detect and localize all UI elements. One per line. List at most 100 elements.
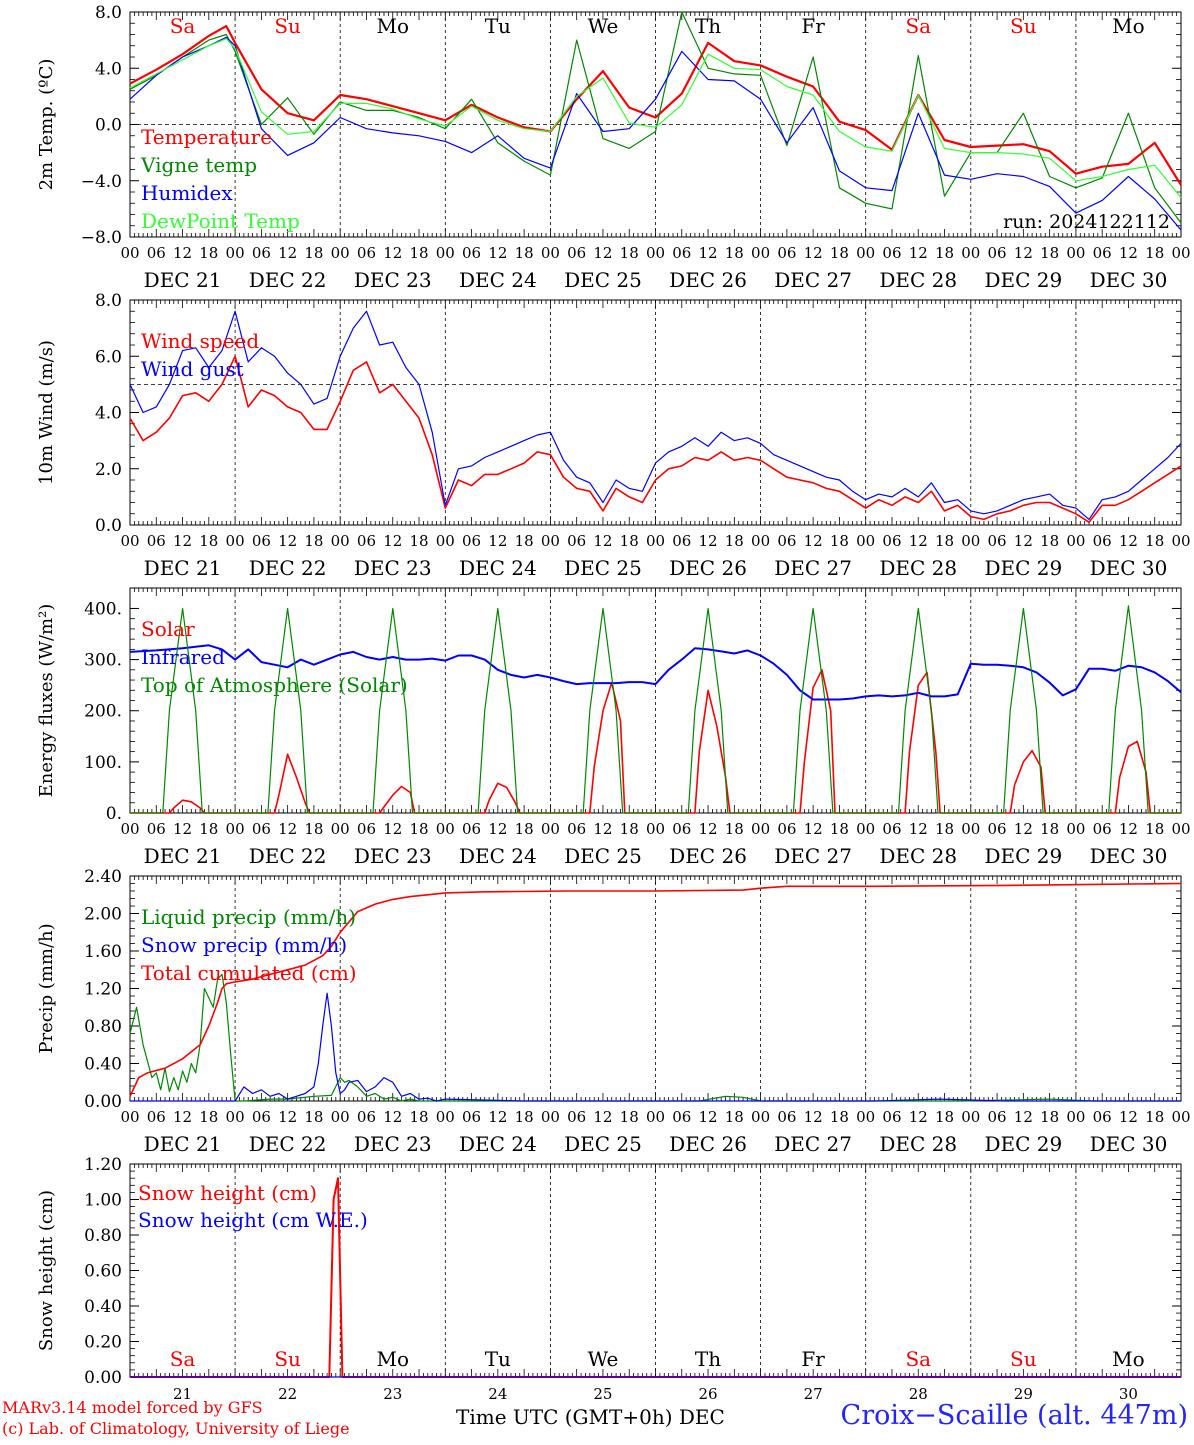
hour-label: 12 [804, 1108, 823, 1126]
y-tick-label: 2.00 [84, 905, 122, 925]
hour-label: 12 [1014, 1108, 1033, 1126]
hour-label: 06 [567, 820, 586, 838]
y-tick-label: 1.20 [84, 980, 122, 1000]
date-label: DEC 28 [879, 1132, 957, 1156]
hour-label: 00 [1171, 820, 1190, 838]
y-tick-label: 0.00 [84, 1368, 122, 1388]
hour-label: 06 [988, 1108, 1007, 1126]
hour-label: 00 [226, 532, 245, 550]
hour-label: 06 [357, 244, 376, 262]
hour-label: 18 [409, 244, 428, 262]
weekday-label: Mo [376, 14, 409, 38]
series-line [129, 36, 1182, 231]
hour-label: 18 [725, 532, 744, 550]
hour-label: 12 [909, 532, 928, 550]
weekday-label: Su [274, 14, 301, 38]
hour-label: 06 [777, 244, 796, 262]
weekday-label: Mo [1112, 14, 1145, 38]
hour-label: 00 [751, 1108, 770, 1126]
hour-label: 18 [830, 1108, 849, 1126]
legend-entry: Total cumulated (cm) [141, 961, 357, 985]
hour-label: 00 [541, 244, 560, 262]
series-line [129, 355, 1182, 524]
hour-label: 18 [1040, 244, 1059, 262]
hour-label: 00 [1066, 1108, 1085, 1126]
weekday-label: We [588, 1347, 619, 1371]
hour-label: 00 [436, 244, 455, 262]
date-label: DEC 27 [774, 556, 852, 580]
hour-label: 12 [804, 532, 823, 550]
date-label: DEC 24 [459, 1132, 537, 1156]
date-label: DEC 25 [564, 844, 642, 868]
hour-label: 18 [1040, 820, 1059, 838]
y-tick-label: 1.20 [84, 1155, 122, 1175]
hour-label: 18 [1145, 820, 1164, 838]
weekday-label: Sa [170, 14, 196, 38]
day-number-label: 26 [699, 1385, 718, 1403]
station-name: Croix−Scaille (alt. 447m) [840, 1400, 1188, 1431]
hour-label: 18 [199, 1108, 218, 1126]
hour-label: 18 [830, 820, 849, 838]
hour-label: 06 [567, 244, 586, 262]
legend-entry: Wind speed [141, 329, 259, 353]
date-label: DEC 29 [984, 556, 1062, 580]
hour-label: 06 [672, 532, 691, 550]
model-credit: MARv3.14 model forced by GFS [2, 1398, 263, 1417]
y-tick-label: 0.40 [84, 1297, 122, 1317]
hour-label: 12 [1014, 244, 1033, 262]
hour-label: 18 [515, 1108, 534, 1126]
hour-label: 06 [147, 532, 166, 550]
y-tick-label: 8.0 [95, 291, 122, 311]
y-tick-label: 4.0 [95, 59, 122, 79]
hour-label: 12 [1119, 820, 1138, 838]
legend-entry: Top of Atmosphere (Solar) [141, 673, 408, 697]
hour-label: 06 [357, 532, 376, 550]
hour-label: 00 [331, 1108, 350, 1126]
hour-label: 18 [830, 532, 849, 550]
hour-label: 12 [699, 532, 718, 550]
hour-label: 12 [173, 532, 192, 550]
weekday-label: Sa [170, 1347, 196, 1371]
hour-label: 12 [173, 1108, 192, 1126]
hour-label: 18 [199, 820, 218, 838]
y-tick-label: 1.60 [84, 942, 122, 962]
date-label: DEC 26 [669, 268, 747, 292]
day-number-label: 23 [383, 1385, 402, 1403]
weekday-label: Fr [801, 1347, 825, 1371]
hour-label: 06 [672, 244, 691, 262]
weekday-label: Th [695, 1347, 721, 1371]
hour-label: 00 [646, 1108, 665, 1126]
run-label: run: 2024122112 [1003, 211, 1170, 233]
day-number-label: 22 [278, 1385, 297, 1403]
y-tick-label: 300. [84, 651, 122, 671]
weekday-label: Su [1010, 14, 1037, 38]
hour-label: 12 [1014, 532, 1033, 550]
y-tick-label: 2.0 [95, 460, 122, 480]
date-label: DEC 27 [774, 1132, 852, 1156]
hour-label: 12 [909, 820, 928, 838]
hour-label: 00 [1171, 244, 1190, 262]
date-label: DEC 23 [354, 844, 432, 868]
hour-label: 06 [777, 820, 796, 838]
hour-label: 00 [331, 820, 350, 838]
weekday-label: We [588, 14, 619, 38]
hour-label: 18 [409, 820, 428, 838]
legend-entry: Snow height (cm W.E.) [138, 1208, 368, 1232]
hour-label: 00 [541, 1108, 560, 1126]
hour-label: 12 [699, 244, 718, 262]
date-label: DEC 22 [249, 1132, 327, 1156]
hour-label: 00 [1066, 532, 1085, 550]
series-line [130, 992, 1181, 1102]
y-tick-label: −8.0 [81, 228, 122, 248]
day-number-label: 29 [1014, 1385, 1033, 1403]
hour-label: 12 [488, 532, 507, 550]
hour-label: 00 [646, 244, 665, 262]
hour-label: 18 [725, 244, 744, 262]
hour-label: 06 [777, 532, 796, 550]
hour-label: 06 [882, 1108, 901, 1126]
date-label: DEC 21 [144, 268, 222, 292]
legend-entry: Temperature [141, 125, 272, 149]
hour-label: 00 [1171, 532, 1190, 550]
